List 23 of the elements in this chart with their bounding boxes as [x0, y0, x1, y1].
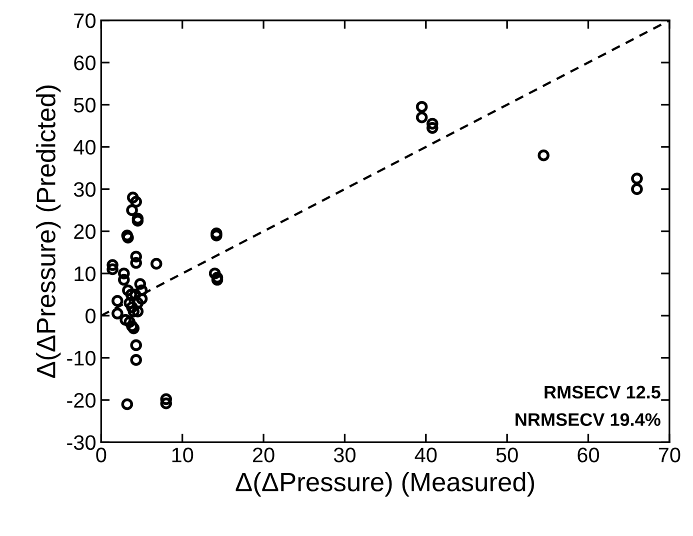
- y-tick-label: -10: [67, 350, 96, 366]
- y-axis-title: Δ(ΔPressure) (Predicted): [36, 86, 61, 378]
- x-tick-label: 20: [253, 448, 274, 462]
- x-tick-label: 50: [496, 448, 518, 462]
- y-tick-label: 30: [74, 182, 96, 197]
- annotation: NRMSECV 19.4%: [516, 413, 660, 426]
- x-tick-label: 60: [578, 448, 600, 462]
- y-tick-label: 70: [74, 13, 96, 28]
- y-tick-label: -20: [67, 393, 96, 408]
- x-tick-label: 30: [334, 448, 356, 462]
- y-tick-label: 0: [86, 308, 96, 324]
- y-tick-label: 20: [74, 224, 96, 240]
- y-tick-label: 40: [74, 140, 96, 155]
- x-tick-label: 70: [658, 448, 680, 462]
- x-tick-label: 40: [414, 448, 437, 462]
- x-axis-title: Δ(ΔPressure) (Measured): [236, 472, 534, 497]
- x-tick-label: 0: [96, 448, 106, 462]
- annotation: RMSECV 12.5: [544, 386, 660, 399]
- y-tick-label: -30: [67, 435, 96, 450]
- y-tick-label: 50: [74, 98, 96, 112]
- x-tick-label: 10: [172, 448, 194, 462]
- y-tick-label: 10: [74, 266, 96, 282]
- y-tick-label: 60: [74, 56, 96, 70]
